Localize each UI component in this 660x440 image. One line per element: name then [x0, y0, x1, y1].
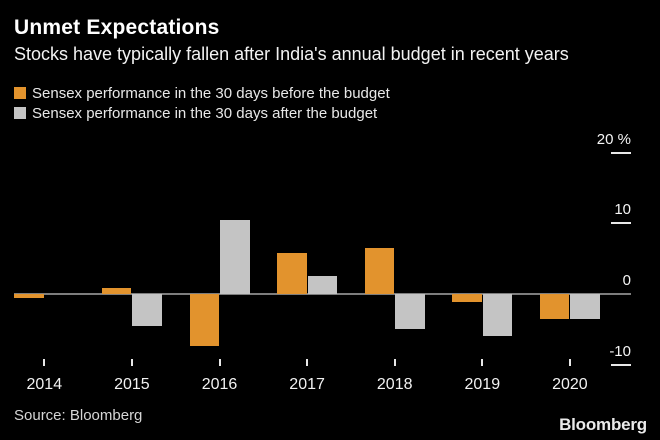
x-axis-tick-mark-2016 — [218, 359, 221, 366]
x-axis-label-2015: 2015 — [114, 376, 150, 393]
legend-item-after: Sensex performance in the 30 days after … — [14, 103, 390, 123]
bar-2019-after — [482, 294, 513, 336]
x-axis-tick-mark-2019 — [481, 359, 484, 366]
bar-2015-before — [101, 288, 132, 294]
x-axis-label-2018: 2018 — [376, 376, 413, 393]
x-axis-tick-mark-2020 — [568, 359, 571, 366]
bar-2017-after — [307, 275, 338, 294]
x-axis-label-2016: 2016 — [201, 376, 238, 393]
x-axis-tick-mark-2017 — [306, 359, 309, 366]
legend-swatch-before-icon — [14, 87, 26, 99]
bar-2018-after — [395, 294, 425, 329]
y-axis-tick-mark-10 — [611, 222, 631, 225]
bar-2017-before — [277, 252, 307, 294]
bar-2019-before — [452, 294, 482, 303]
y-axis-tick-label-10: 10 — [614, 201, 631, 219]
y-axis-tick-label-20: 20 % — [596, 130, 631, 148]
x-axis-tick-mark-2014 — [43, 359, 46, 366]
legend: Sensex performance in the 30 days before… — [14, 83, 390, 123]
bar-2015-after — [132, 294, 162, 326]
legend-item-before: Sensex performance in the 30 days before… — [14, 83, 390, 103]
x-axis-label-2017: 2017 — [289, 376, 325, 393]
x-axis-label-2020: 2020 — [552, 376, 588, 393]
bloomberg-logo: Bloomberg — [559, 415, 647, 434]
chart-title: Unmet Expectations — [14, 16, 220, 39]
bar-2020-after — [570, 294, 600, 320]
x-axis-label-2019: 2019 — [464, 376, 501, 393]
chart-subtitle: Stocks have typically fallen after India… — [14, 44, 569, 64]
y-axis-tick-label-0: 0 — [622, 272, 631, 289]
x-axis-tick-mark-2018 — [393, 359, 396, 366]
bar-2016-after — [220, 220, 250, 294]
bar-2014-before — [14, 294, 44, 298]
legend-label-before: Sensex performance in the 30 days before… — [32, 84, 390, 102]
y-axis-tick-label--10: -10 — [609, 342, 631, 360]
legend-swatch-after-icon — [14, 107, 26, 119]
x-axis-tick-mark-2015 — [130, 359, 133, 366]
x-axis-label-2014: 2014 — [26, 376, 63, 393]
source-note: Source: Bloomberg — [14, 407, 143, 424]
y-axis-tick-mark--10 — [611, 363, 631, 366]
y-axis-tick-mark-20 — [611, 151, 631, 154]
legend-label-after: Sensex performance in the 30 days after … — [32, 104, 378, 122]
bar-2018-before — [364, 248, 395, 294]
zero-axis-line — [14, 293, 631, 295]
bar-2020-before — [539, 294, 570, 319]
bar-2016-before — [189, 294, 219, 347]
